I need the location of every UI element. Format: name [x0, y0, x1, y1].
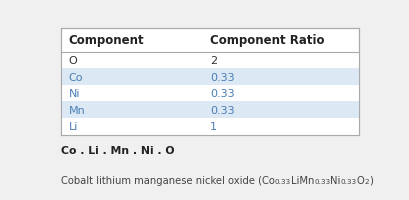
Text: 0.33: 0.33 [210, 72, 234, 82]
Text: 2: 2 [364, 178, 368, 184]
Bar [61, 118, 359, 135]
Text: 0.33: 0.33 [340, 178, 356, 184]
Text: 1: 1 [210, 122, 217, 132]
Text: LiMn: LiMn [290, 175, 313, 185]
Text: Co: Co [69, 72, 83, 82]
Text: 0.33: 0.33 [313, 178, 330, 184]
Bar [61, 29, 359, 135]
Bar [61, 85, 359, 102]
Text: Component: Component [69, 34, 144, 47]
Text: O: O [69, 56, 77, 66]
Text: Co . Li . Mn . Ni . O: Co . Li . Mn . Ni . O [61, 145, 174, 155]
Text: ): ) [368, 175, 372, 185]
Bar [61, 102, 359, 118]
Text: 0.33: 0.33 [210, 89, 234, 99]
Text: Mn: Mn [69, 105, 85, 115]
Text: Li: Li [69, 122, 78, 132]
Bar [61, 52, 359, 69]
Text: Component Ratio: Component Ratio [210, 34, 324, 47]
Text: Ni: Ni [330, 175, 340, 185]
Bar [61, 69, 359, 85]
Text: Ni: Ni [69, 89, 80, 99]
Text: 2: 2 [210, 56, 217, 66]
Text: Cobalt lithium manganese nickel oxide (Co: Cobalt lithium manganese nickel oxide (C… [61, 175, 274, 185]
Text: 0.33: 0.33 [274, 178, 290, 184]
Text: 0.33: 0.33 [210, 105, 234, 115]
Text: O: O [356, 175, 364, 185]
